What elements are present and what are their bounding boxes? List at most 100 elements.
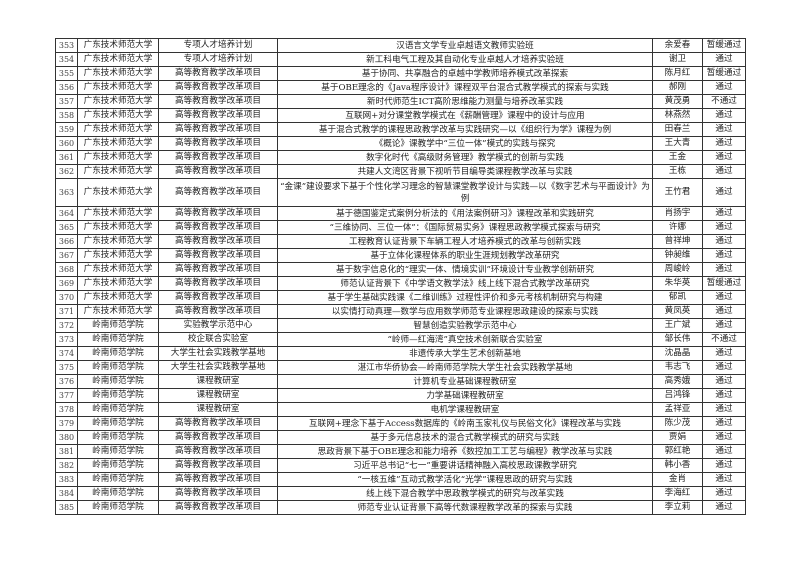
institution: 岭南师范学院 (77, 458, 159, 473)
leader-name: 谢卫 (652, 52, 703, 67)
project-title: 基于学生基础实践课《二维训练》过程性评价和多元考核机制研究与构建 (277, 290, 653, 305)
project-title: 基于多元信息技术的混合式教学模式的研究与实践 (277, 430, 653, 445)
leader-name: 林燕然 (652, 108, 703, 123)
row-number: 360 (55, 136, 78, 151)
review-result: 通过 (702, 220, 746, 235)
institution: 岭南师范学院 (77, 472, 159, 487)
project-title: 工程教育认证背景下车辆工程人才培养模式的改革与创新实践 (277, 234, 653, 249)
project-category: 高等教育教学改革项目 (158, 94, 278, 109)
table-row: 363 广东技术师范大学 高等教育教学改革项目 “金课”建设要求下基于个性化学习理念的… (55, 178, 746, 207)
leader-name: 李海红 (652, 486, 703, 501)
review-result: 通过 (702, 108, 746, 123)
row-number: 359 (55, 122, 78, 137)
row-number: 369 (55, 276, 78, 291)
project-category: 高等教育教学改革项目 (158, 304, 278, 319)
row-number: 368 (55, 262, 78, 277)
project-title: 湛江市华侨协会—岭南师范学院大学生社会实践教学基地 (277, 360, 653, 375)
leader-name: 郁凯 (652, 290, 703, 305)
row-number: 355 (55, 66, 78, 81)
table-row: 361 广东技术师范大学 高等教育教学改革项目 数字化时代《高级财务管理》教学模式的创… (55, 150, 746, 165)
institution: 岭南师范学院 (77, 318, 159, 333)
project-category: 高等教育教学改革项目 (158, 262, 278, 277)
leader-name: 韩小香 (652, 458, 703, 473)
table-row: 356 广东技术师范大学 高等教育教学改革项目 基于OBE理念的《Java程序设计》课… (55, 80, 746, 95)
institution: 广东技术师范大学 (77, 38, 159, 53)
leader-name: 曾祥坤 (652, 234, 703, 249)
institution: 广东技术师范大学 (77, 290, 159, 305)
table-row: 365 广东技术师范大学 高等教育教学改革项目 “三维协同、三位一体”：《国际贸易实务… (55, 220, 746, 235)
table-row: 364 广东技术师范大学 高等教育教学改革项目 基于德国鉴定式案例分析法的《用法案例研… (55, 206, 746, 221)
project-title: 基于数字信息化的“理实一体、情境实训”环境设计专业教学创新研究 (277, 262, 653, 277)
institution: 广东技术师范大学 (77, 234, 159, 249)
project-category: 高等教育教学改革项目 (158, 178, 278, 207)
project-title: 计算机专业基础课程教研室 (277, 374, 653, 389)
table-row: 376 岭南师范学院 课程教研室 计算机专业基础课程教研室 高秀娥 通过 (55, 374, 746, 389)
table-row: 368 广东技术师范大学 高等教育教学改革项目 基于数字信息化的“理实一体、情境实训”… (55, 262, 746, 277)
project-results-table: 353 广东技术师范大学 专项人才培养计划 汉语言文学专业卓越语文教师实验班 余爱春 暂缓… (55, 38, 746, 515)
table-row: 375 岭南师范学院 大学生社会实践教学基地 湛江市华侨协会—岭南师范学院大学生社会实… (55, 360, 746, 375)
institution: 广东技术师范大学 (77, 206, 159, 221)
table-row: 373 岭南师范学院 校企联合实验室 “岭师—红海湾”真空技术创新联合实验室 邹长伟 不通… (55, 332, 746, 347)
institution: 岭南师范学院 (77, 360, 159, 375)
row-number: 378 (55, 402, 78, 417)
project-category: 大学生社会实践教学基地 (158, 360, 278, 375)
project-title: “三维协同、三位一体”：《国际贸易实务》课程思政教学模式探索与研究 (277, 220, 653, 235)
project-category: 高等教育教学改革项目 (158, 80, 278, 95)
row-number: 379 (55, 416, 78, 431)
table-row: 369 广东技术师范大学 高等教育教学改革项目 师范认证背景下《中学语文教学法》线上线… (55, 276, 746, 291)
project-title: 新工科电气工程及其自动化专业卓越人才培养实验班 (277, 52, 653, 67)
review-result: 通过 (702, 80, 746, 95)
table-row: 382 岭南师范学院 高等教育教学改革项目 习近平总书记“七一”重要讲话精神融入高校思… (55, 458, 746, 473)
project-title: 互联网+对分课堂教学模式在《薪酬管理》课程中的设计与应用 (277, 108, 653, 123)
row-number: 370 (55, 290, 78, 305)
institution: 岭南师范学院 (77, 486, 159, 501)
row-number: 374 (55, 346, 78, 361)
row-number: 382 (55, 458, 78, 473)
institution: 广东技术师范大学 (77, 276, 159, 291)
project-title: 数字化时代《高级财务管理》教学模式的创新与实践 (277, 150, 653, 165)
review-result: 通过 (702, 402, 746, 417)
project-category: 高等教育教学改革项目 (158, 164, 278, 179)
institution: 岭南师范学院 (77, 416, 159, 431)
table-row: 360 广东技术师范大学 高等教育教学改革项目 《概论》课教学中“三位一体”模式的实践… (55, 136, 746, 151)
table-row: 367 广东技术师范大学 高等教育教学改革项目 基于立体化课程体系的职业生涯规划教学改… (55, 248, 746, 263)
project-title: 非遗传承大学生艺术创新基地 (277, 346, 653, 361)
project-title: 基于立体化课程体系的职业生涯规划教学改革研究 (277, 248, 653, 263)
review-result: 通过 (702, 262, 746, 277)
project-title: 师范专业认证背景下高等代数课程教学改革的探索与实践 (277, 500, 653, 515)
row-number: 364 (55, 206, 78, 221)
project-title: 智慧创造实验教学示范中心 (277, 318, 653, 333)
leader-name: 王栋 (652, 164, 703, 179)
project-title: 力学基础课程教研室 (277, 388, 653, 403)
review-result: 不通过 (702, 94, 746, 109)
leader-name: 肖扬宇 (652, 206, 703, 221)
project-category: 高等教育教学改革项目 (158, 430, 278, 445)
row-number: 358 (55, 108, 78, 123)
table-row: 370 广东技术师范大学 高等教育教学改革项目 基于学生基础实践课《二维训练》过程性评… (55, 290, 746, 305)
project-title: “金课”建设要求下基于个性化学习理念的智慧课堂教学设计与实践—以《数字艺术与平面… (277, 178, 653, 207)
row-number: 385 (55, 500, 78, 515)
institution: 岭南师范学院 (77, 388, 159, 403)
project-category: 高等教育教学改革项目 (158, 220, 278, 235)
row-number: 371 (55, 304, 78, 319)
project-title: 共建人文湾区背景下视听节目编导类课程教学改革与实践 (277, 164, 653, 179)
project-title: 基于德国鉴定式案例分析法的《用法案例研习》课程改革和实践研究 (277, 206, 653, 221)
project-category: 大学生社会实践教学基地 (158, 346, 278, 361)
table-row: 377 岭南师范学院 课程教研室 力学基础课程教研室 吕鸿锋 通过 (55, 388, 746, 403)
leader-name: 郝刚 (652, 80, 703, 95)
row-number: 356 (55, 80, 78, 95)
project-category: 高等教育教学改革项目 (158, 66, 278, 81)
table-row: 374 岭南师范学院 大学生社会实践教学基地 非遗传承大学生艺术创新基地 沈晶晶 通过 (55, 346, 746, 361)
row-number: 381 (55, 444, 78, 459)
project-category: 高等教育教学改革项目 (158, 500, 278, 515)
leader-name: 郭红艳 (652, 444, 703, 459)
review-result: 通过 (702, 290, 746, 305)
leader-name: 余爱春 (652, 38, 703, 53)
project-title: “岭师—红海湾”真空技术创新联合实验室 (277, 332, 653, 347)
leader-name: 钟昶维 (652, 248, 703, 263)
project-category: 高等教育教学改革项目 (158, 150, 278, 165)
project-title: 新时代师范生ICT高阶思维能力测量与培养改革实践 (277, 94, 653, 109)
project-title: 汉语言文学专业卓越语文教师实验班 (277, 38, 653, 53)
project-category: 校企联合实验室 (158, 332, 278, 347)
leader-name: 李立莉 (652, 500, 703, 515)
